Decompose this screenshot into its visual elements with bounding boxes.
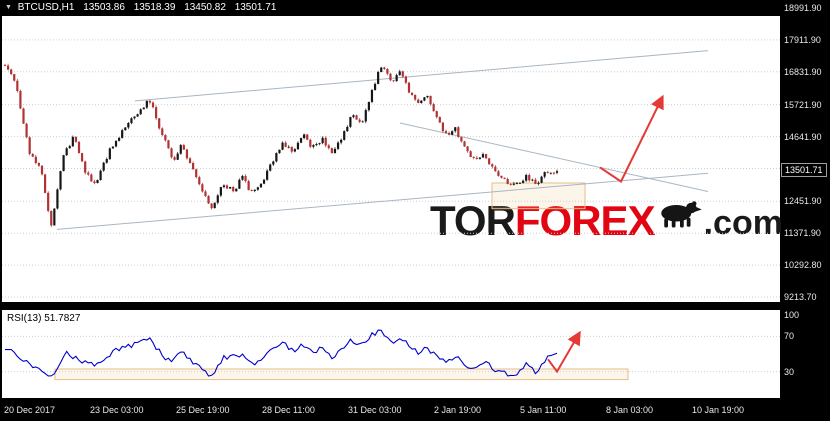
rsi-indicator-label: RSI(13) 51.7827 xyxy=(7,313,81,324)
price-axis-label: 9213.70 xyxy=(784,292,817,302)
price-axis-label: 12451.90 xyxy=(784,196,822,206)
watermark-com: .com xyxy=(703,204,783,242)
time-axis-label: 10 Jan 19:00 xyxy=(692,405,745,415)
rsi-axis-label: 70 xyxy=(784,331,795,341)
watermark-forex: FOREX xyxy=(514,197,656,244)
time-axis-label: 20 Dec 2017 xyxy=(4,405,56,415)
open-value: 13503.86 xyxy=(83,2,125,13)
current-price-badge: 13501.71 xyxy=(781,163,827,177)
price-axis-label: 18991.90 xyxy=(784,3,822,13)
rsi-axis-label: 30 xyxy=(784,367,795,377)
time-axis-label: 2 Jan 19:00 xyxy=(434,405,482,415)
chevron-down-icon: ▼ xyxy=(5,4,12,11)
bear-icon xyxy=(657,199,703,234)
close-value: 13501.71 xyxy=(234,2,277,13)
time-axis-label: 23 Dec 03:00 xyxy=(90,405,144,415)
price-axis-label: 15721.90 xyxy=(784,100,822,110)
time-axis-label: 31 Dec 03:00 xyxy=(348,405,402,415)
rsi-indicator-canvas[interactable] xyxy=(2,310,780,398)
price-axis-label: 10292.80 xyxy=(784,260,822,270)
time-axis-label: 5 Jan 11:00 xyxy=(520,405,567,415)
rsi-axis-label: 100 xyxy=(784,310,800,320)
symbol-info-header: ▼ BTCUSD,H1 13503.86 13518.39 13450.82 1… xyxy=(5,2,282,13)
price-axis-label: 17911.90 xyxy=(784,35,821,45)
price-axis-label: 16831.90 xyxy=(784,67,822,77)
price-axis-label: 11371.90 xyxy=(784,228,821,238)
watermark-tor: TOR xyxy=(430,197,516,244)
price-chart-canvas[interactable] xyxy=(2,16,780,302)
watermark-logo: TOR FOREX .com xyxy=(430,198,783,244)
symbol-timeframe-label: BTCUSD,H1 xyxy=(17,2,75,13)
time-axis-label: 28 Dec 11:00 xyxy=(262,405,315,415)
low-value: 13450.82 xyxy=(184,2,226,13)
high-value: 13518.39 xyxy=(133,2,176,13)
time-axis-label: 25 Dec 19:00 xyxy=(176,405,230,415)
price-axis-label: 14641.90 xyxy=(784,132,822,142)
time-axis-label: 8 Jan 03:00 xyxy=(606,405,654,415)
